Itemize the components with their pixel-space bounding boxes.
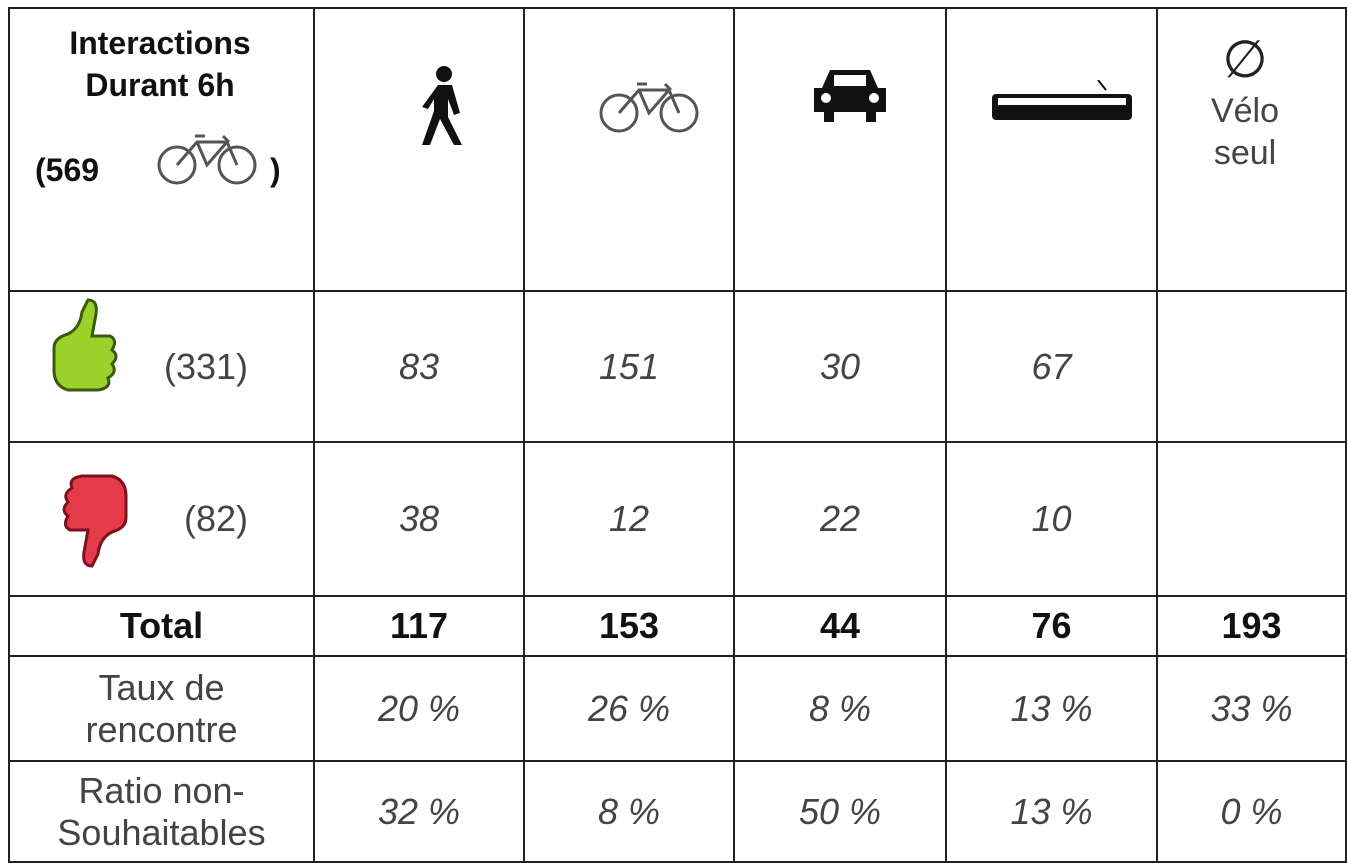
cell-value: 12 xyxy=(608,498,650,539)
cell-value: 32 % xyxy=(377,790,461,832)
data-cell: 12 xyxy=(525,443,735,597)
cell-value: 20 % xyxy=(377,687,461,729)
row-label-text: Total xyxy=(119,605,204,646)
data-cell: 193 xyxy=(1158,597,1347,657)
header-cell xyxy=(10,9,315,292)
last-column-header: ∅ Vélo seul xyxy=(1160,30,1330,174)
cell-value: 83 xyxy=(398,345,440,387)
row-label-line: rencontre xyxy=(85,708,238,750)
data-cell: 10 xyxy=(947,443,1158,597)
cell-value: 8 % xyxy=(808,687,872,729)
data-cell: 153 xyxy=(525,597,735,657)
cell-value: 13 % xyxy=(1010,790,1093,832)
cell-value: 76 xyxy=(1031,605,1072,646)
data-cell: 83 xyxy=(315,292,525,443)
header-cell xyxy=(947,9,1158,292)
data-cell: 44 xyxy=(735,597,947,657)
row-label-text: Taux de rencontre xyxy=(85,667,237,751)
row-label-text: (331) xyxy=(163,345,248,387)
bike-icon xyxy=(157,134,257,185)
cell-value: 50 % xyxy=(798,790,882,832)
data-cell: 8 % xyxy=(735,657,947,762)
cell-value: 151 xyxy=(598,345,660,387)
data-cell: 76 xyxy=(947,597,1158,657)
header-cell xyxy=(1158,9,1347,292)
data-cell: 8 % xyxy=(525,762,735,863)
car-icon xyxy=(814,70,886,122)
cell-value: 44 xyxy=(819,605,861,646)
corner-title: Interactions Durant 6h xyxy=(30,22,290,106)
cell-value: 117 xyxy=(389,605,449,646)
data-cell: 32 % xyxy=(315,762,525,863)
row-label: (82) xyxy=(10,443,315,597)
table-top-border xyxy=(10,7,1347,9)
thumb-down-icon xyxy=(62,474,128,568)
row-label-text: (82) xyxy=(183,498,248,539)
row-label: Total xyxy=(10,597,315,657)
data-cell: 30 xyxy=(735,292,947,443)
row-label: Ratio non- Souhaitables xyxy=(10,762,315,863)
cell-value: 193 xyxy=(1221,605,1282,646)
corner-count-close: ) xyxy=(270,152,281,188)
header-cell xyxy=(315,9,525,292)
thumb-up-icon xyxy=(52,298,118,392)
data-cell: 50 % xyxy=(735,762,947,863)
data-cell xyxy=(1158,443,1347,597)
data-cell xyxy=(1158,292,1347,443)
header-cell xyxy=(735,9,947,292)
header-cell xyxy=(525,9,735,292)
cell-value: 10 xyxy=(1031,498,1072,539)
row-label-text: Ratio non- Souhaitables xyxy=(57,770,265,854)
data-cell: 26 % xyxy=(525,657,735,762)
last-column-line: Vélo xyxy=(1210,92,1280,130)
cell-value: 67 xyxy=(1031,345,1072,387)
data-cell: 0 % xyxy=(1158,762,1347,863)
cell-value: 30 xyxy=(819,345,861,387)
corner-count-open: (569 xyxy=(35,152,100,188)
row-label-line: Ratio non- xyxy=(78,769,245,811)
table-left-border xyxy=(8,7,10,863)
cell-value: 38 xyxy=(398,498,440,539)
bike-icon xyxy=(599,82,699,133)
last-column-line: seul xyxy=(1213,134,1277,172)
cell-value: 13 % xyxy=(1010,687,1093,729)
data-cell: 151 xyxy=(525,292,735,443)
data-cell: 38 xyxy=(315,443,525,597)
cell-value: 22 xyxy=(819,498,861,539)
data-cell: 13 % xyxy=(947,657,1158,762)
data-cell: 20 % xyxy=(315,657,525,762)
row-label: (331) xyxy=(10,292,315,443)
empty-set-symbol: ∅ xyxy=(1222,31,1268,89)
cell-value: 153 xyxy=(598,605,660,646)
cell-value: 26 % xyxy=(587,687,671,729)
pedestrian-icon xyxy=(422,66,462,145)
cell-value: 33 % xyxy=(1210,687,1293,729)
data-cell: 67 xyxy=(947,292,1158,443)
data-cell: 13 % xyxy=(947,762,1158,863)
corner-line: Durant 6h xyxy=(85,67,235,103)
corner-line: Interactions xyxy=(69,25,251,61)
data-cell: 33 % xyxy=(1158,657,1347,762)
row-label: Taux de rencontre xyxy=(10,657,315,762)
data-cell: 117 xyxy=(315,597,525,657)
cell-value: 8 % xyxy=(597,790,661,832)
tram-icon xyxy=(992,80,1132,120)
cell-value: 0 % xyxy=(1220,790,1283,832)
row-label-line: Taux de xyxy=(98,666,225,708)
row-label-line: Souhaitables xyxy=(57,811,266,853)
data-cell: 22 xyxy=(735,443,947,597)
